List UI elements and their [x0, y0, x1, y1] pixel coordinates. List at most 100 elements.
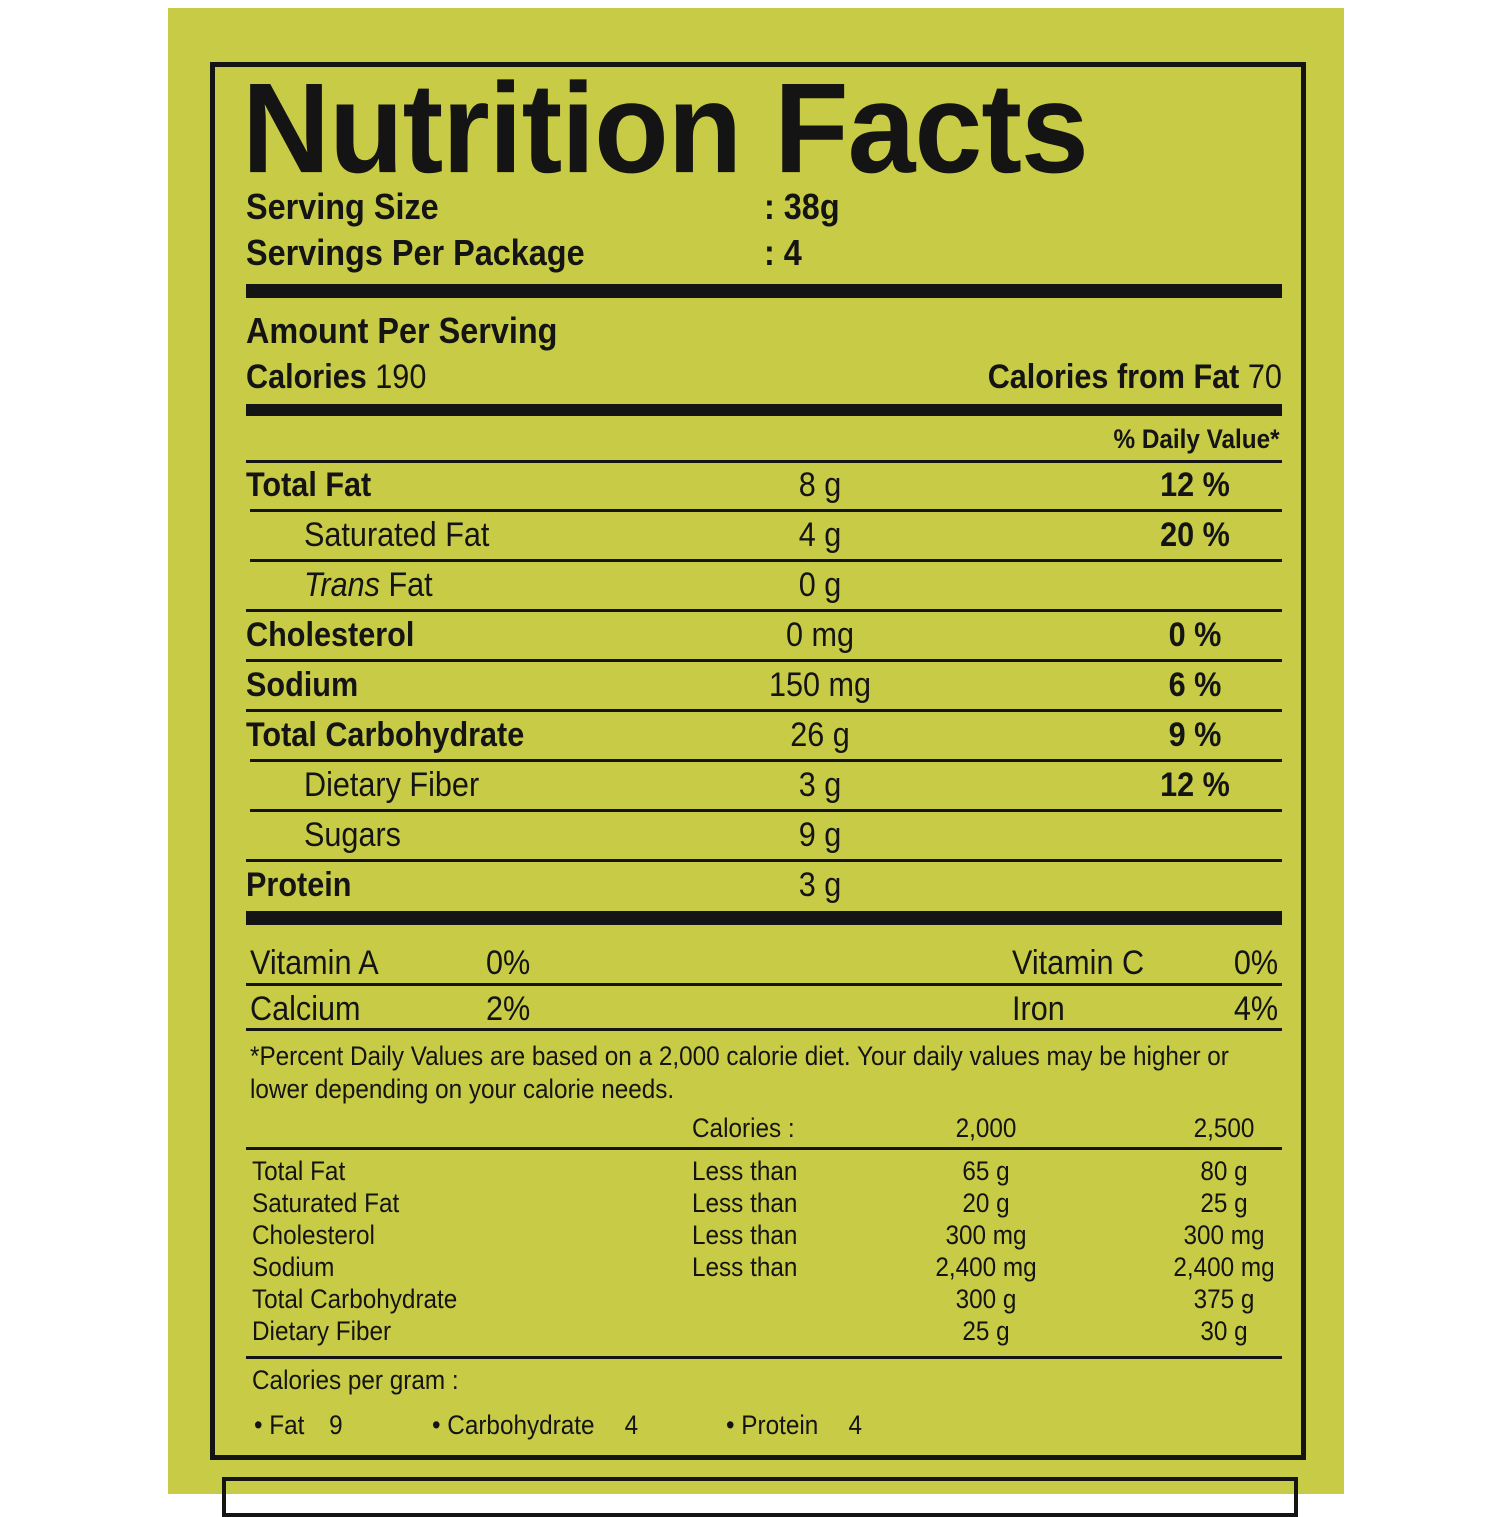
dv-row-value-2500: 300 mg [1183, 1220, 1265, 1250]
row-divider [246, 659, 1282, 662]
serving-size-label: Serving Size [246, 186, 439, 227]
per-gram-carbohydrate: • Carbohydrate 4 [432, 1410, 638, 1441]
vitamin-a-label: Vitamin A [250, 944, 379, 982]
nutrient-amount: 150 mg [768, 666, 872, 704]
dv-row-value-2000: 300 mg [945, 1220, 1027, 1250]
nutrient-amount: 9 g [798, 816, 842, 854]
dv-row-value-2000: 2,400 mg [935, 1252, 1037, 1282]
row-divider [246, 709, 1282, 712]
dv-row-value-2500: 30 g [1200, 1316, 1248, 1346]
nutrient-amount: 3 g [798, 866, 842, 904]
row-divider [246, 1356, 1282, 1359]
per-gram-protein-value: 4 [848, 1410, 862, 1440]
dv-row-value-2000: 65 g [962, 1156, 1010, 1186]
dv-table-col-2000: 2,000 [955, 1113, 1017, 1143]
nutrient-daily-value: 12 % [1160, 766, 1230, 804]
vitamin-a-value: 0% [486, 944, 531, 982]
bullet-icon: • [432, 1410, 441, 1440]
calories-from-fat-label: Calories from Fat [987, 358, 1240, 396]
calories-row: Calories 190 [246, 358, 426, 397]
dv-row-name: Total Fat [252, 1156, 346, 1186]
per-gram-carbohydrate-value: 4 [624, 1410, 639, 1440]
row-divider [250, 559, 1282, 562]
per-gram-fat: • Fat 9 [254, 1410, 343, 1441]
nutrient-label: Cholesterol [246, 616, 415, 654]
row-divider [246, 460, 1282, 463]
serving-size-value: : 38g [764, 186, 840, 227]
dv-row-value-2000: 25 g [962, 1316, 1010, 1346]
bullet-icon: • [726, 1410, 735, 1440]
iron-label: Iron [1012, 990, 1065, 1028]
row-divider [250, 809, 1282, 812]
dv-table-col-2500: 2,500 [1193, 1113, 1255, 1143]
dv-row-name: Saturated Fat [252, 1188, 400, 1218]
bullet-icon: • [254, 1410, 263, 1440]
daily-value-header: % Daily Value* [1113, 424, 1280, 454]
dv-row-name: Dietary Fiber [252, 1316, 392, 1346]
dv-row-value-2500: 25 g [1200, 1188, 1248, 1218]
nutrient-daily-value: 9 % [1168, 716, 1222, 754]
nutrient-amount: 3 g [798, 766, 842, 804]
per-gram-carbohydrate-label: Carbohydrate [447, 1410, 595, 1440]
dv-row-value-2500: 2,400 mg [1173, 1252, 1275, 1282]
nutrient-daily-value: 12 % [1160, 466, 1230, 504]
nutrient-daily-value: 6 % [1168, 666, 1222, 704]
per-gram-fat-value: 9 [329, 1410, 343, 1440]
nutrient-amount: 0 mg [785, 616, 855, 654]
dv-row-name: Cholesterol [252, 1220, 375, 1250]
row-divider [246, 1147, 1282, 1150]
medium-divider [246, 404, 1282, 416]
servings-per-package-label: Servings Per Package [246, 232, 585, 273]
row-divider [246, 1028, 1282, 1031]
row-divider [250, 759, 1282, 762]
calories-value: 190 [375, 358, 427, 396]
footnote-line-1: *Percent Daily Values are based on a 2,0… [250, 1041, 1229, 1071]
row-divider [246, 859, 1282, 862]
calories-label: Calories [246, 358, 367, 396]
nutrient-label: Dietary Fiber [304, 766, 480, 804]
nutrient-amount: 4 g [798, 516, 842, 554]
vitamin-c-label: Vitamin C [1012, 944, 1145, 982]
servings-per-package-value: : 4 [764, 232, 802, 273]
row-divider [250, 509, 1282, 512]
iron-value: 4% [1233, 990, 1278, 1028]
nutrient-label: Trans Fat [304, 566, 433, 605]
per-gram-protein: • Protein 4 [726, 1410, 862, 1441]
dv-row-limit: Less than [692, 1220, 798, 1250]
vitamin-c-value: 0% [1233, 944, 1278, 982]
nutrient-label: Total Carbohydrate [246, 716, 525, 754]
row-divider [246, 983, 1282, 986]
nutrient-label-italic: Trans [304, 566, 380, 604]
thick-divider [246, 911, 1282, 925]
dv-table-calories-label: Calories : [692, 1113, 795, 1143]
calories-per-gram-heading: Calories per gram : [252, 1365, 459, 1395]
calcium-label: Calcium [250, 990, 361, 1028]
row-divider [246, 609, 1282, 612]
nutrient-label: Saturated Fat [304, 516, 490, 554]
dv-row-value-2000: 300 g [955, 1284, 1017, 1314]
dv-row-value-2500: 80 g [1200, 1156, 1248, 1186]
nutrition-label-border [210, 62, 1306, 1460]
nutrient-amount: 26 g [790, 716, 850, 754]
amount-per-serving-heading: Amount Per Serving [246, 310, 558, 351]
nutrient-label: Sugars [304, 816, 401, 854]
dv-row-value-2500: 375 g [1193, 1284, 1255, 1314]
nutrient-label: Protein [246, 866, 352, 904]
per-gram-fat-label: Fat [269, 1410, 305, 1440]
nutrient-daily-value: 0 % [1168, 616, 1222, 654]
lower-panel-border [222, 1477, 1298, 1517]
calcium-value: 2% [486, 990, 531, 1028]
package-background [168, 8, 1344, 1494]
nutrient-daily-value: 20 % [1160, 516, 1230, 554]
page-title: Nutrition Facts [242, 56, 1089, 200]
nutrient-amount: 0 g [798, 566, 842, 604]
dv-row-value-2000: 20 g [962, 1188, 1010, 1218]
calories-from-fat-row: Calories from Fat 70 [988, 358, 1282, 397]
dv-row-limit: Less than [692, 1188, 798, 1218]
footnote-line-2: lower depending on your calorie needs. [250, 1074, 675, 1104]
dv-row-name: Sodium [252, 1252, 335, 1282]
nutrient-label: Sodium [246, 666, 359, 704]
thick-divider [246, 284, 1282, 298]
nutrient-amount: 8 g [798, 466, 842, 504]
per-gram-protein-label: Protein [741, 1410, 819, 1440]
